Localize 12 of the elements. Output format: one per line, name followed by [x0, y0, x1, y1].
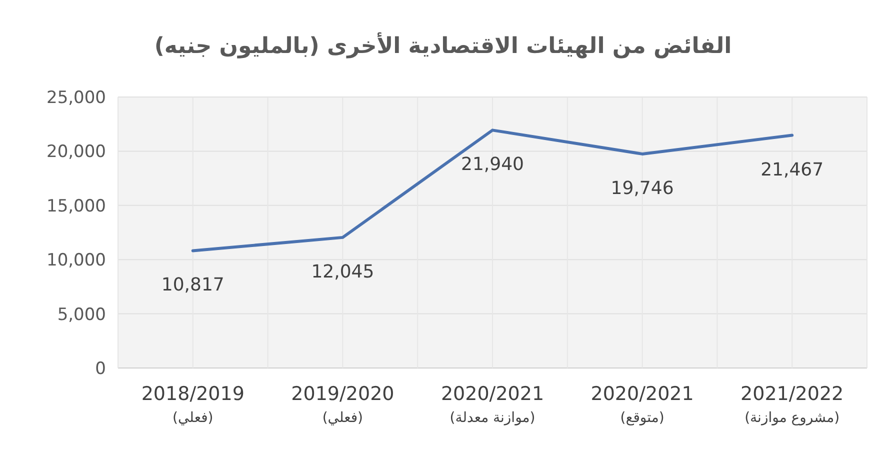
y-tick-label: 20,000	[46, 142, 106, 162]
data-label: 19,746	[610, 178, 674, 199]
y-tick-label: 5,000	[57, 304, 106, 325]
data-label: 21,940	[461, 154, 524, 176]
y-tick-label: 15,000	[46, 196, 106, 216]
data-label: 21,467	[760, 159, 824, 180]
data-label: 10,817	[161, 274, 224, 296]
y-tick-label: 0	[95, 359, 106, 379]
chart-title: الفائض من الهيئات الاقتصادية الأخرى (بالمليون جنيه)	[154, 32, 732, 59]
data-label: 12,045	[311, 261, 374, 282]
y-tick-label: 25,000	[46, 88, 106, 108]
y-tick-label: 10,000	[46, 250, 106, 271]
